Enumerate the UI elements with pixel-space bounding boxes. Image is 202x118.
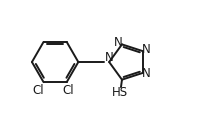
Text: N: N xyxy=(141,67,150,80)
Text: Cl: Cl xyxy=(33,84,44,97)
Text: N: N xyxy=(113,36,122,49)
Text: HS: HS xyxy=(111,86,127,99)
Text: N: N xyxy=(104,51,113,64)
Text: N: N xyxy=(141,43,150,56)
Text: Cl: Cl xyxy=(62,84,74,97)
